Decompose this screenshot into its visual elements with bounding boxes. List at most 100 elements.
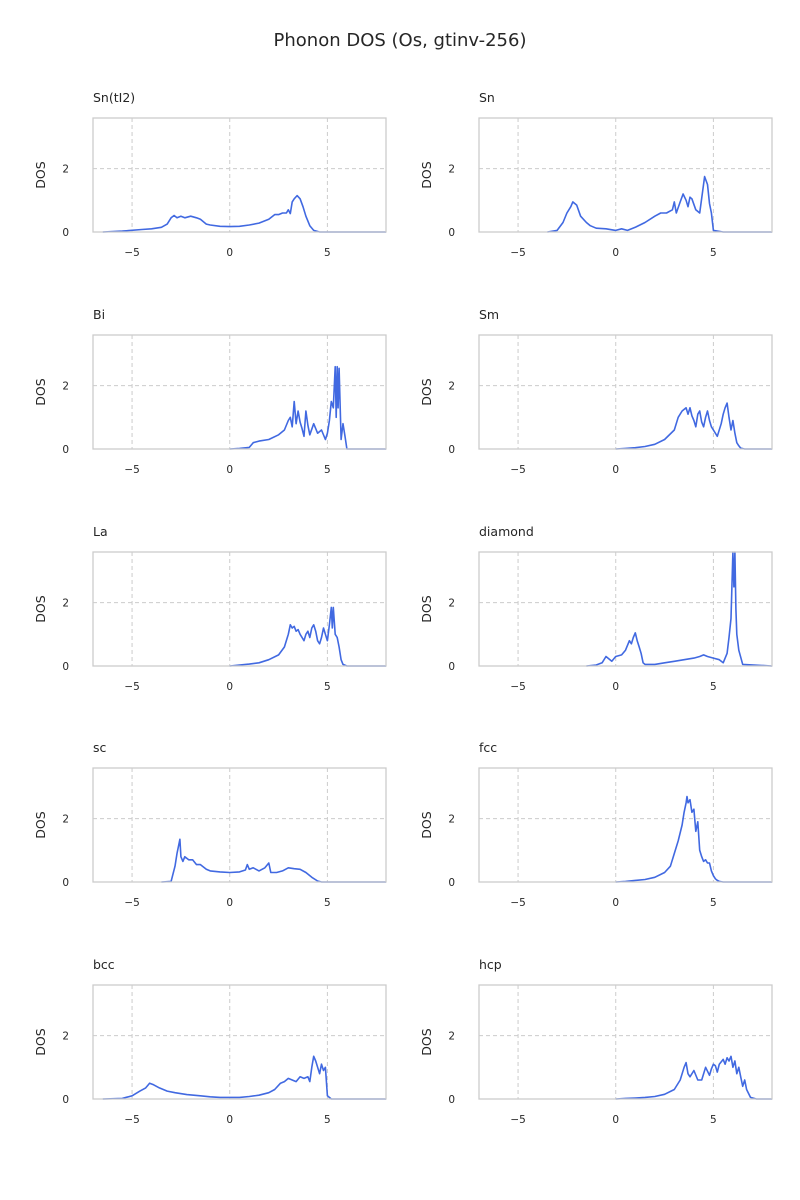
dos-line <box>547 175 772 233</box>
axes-frame <box>92 117 387 233</box>
x-tick-label: 0 <box>612 681 619 693</box>
y-tick-label: 2 <box>448 164 455 176</box>
subplot-title: sc <box>93 740 107 755</box>
y-tick-label: 2 <box>62 164 69 176</box>
y-tick-label: 2 <box>62 1031 69 1043</box>
x-tick-label: 5 <box>710 897 717 909</box>
y-tick-label: 0 <box>448 877 455 889</box>
subplot-9: hcp −5 0 5 0 2 DOS <box>419 957 773 1126</box>
y-axis-label: DOS <box>33 161 48 188</box>
x-tick-label: −5 <box>124 681 139 693</box>
y-axis-label: DOS <box>419 595 434 622</box>
y-axis-label: DOS <box>419 378 434 405</box>
y-axis-label: DOS <box>419 161 434 188</box>
axes-frame <box>92 334 387 450</box>
axes-frame <box>478 984 773 1100</box>
y-tick-label: 0 <box>62 227 69 239</box>
subplot-8: bcc −5 0 5 0 2 DOS <box>33 957 387 1126</box>
x-tick-label: −5 <box>124 897 139 909</box>
dos-line <box>615 795 772 883</box>
y-axis-label: DOS <box>33 595 48 622</box>
x-tick-label: −5 <box>510 247 525 259</box>
dos-line <box>615 402 772 450</box>
x-tick-label: 5 <box>710 247 717 259</box>
x-tick-label: 0 <box>612 464 619 476</box>
y-axis-label: DOS <box>33 1028 48 1055</box>
x-tick-label: 5 <box>710 681 717 693</box>
subplot-4: La −5 0 5 0 2 DOS <box>33 524 387 693</box>
axes-frame <box>478 767 773 883</box>
x-tick-label: −5 <box>510 897 525 909</box>
x-tick-label: 0 <box>612 1114 619 1126</box>
y-axis-label: DOS <box>33 811 48 838</box>
subplot-title: bcc <box>93 957 115 972</box>
x-tick-label: 0 <box>226 247 233 259</box>
y-tick-label: 0 <box>448 661 455 673</box>
x-tick-label: 5 <box>324 247 331 259</box>
y-tick-label: 2 <box>448 814 455 826</box>
x-tick-label: −5 <box>124 464 139 476</box>
x-tick-label: −5 <box>510 464 525 476</box>
x-tick-label: 0 <box>226 1114 233 1126</box>
axes-frame <box>478 551 773 667</box>
axes-frame <box>478 117 773 233</box>
y-tick-label: 0 <box>448 227 455 239</box>
y-axis-label: DOS <box>33 378 48 405</box>
x-tick-label: 5 <box>324 897 331 909</box>
y-tick-label: 2 <box>448 1031 455 1043</box>
dos-line <box>229 365 386 450</box>
x-tick-label: 5 <box>324 681 331 693</box>
subplot-3: Sm −5 0 5 0 2 DOS <box>419 307 773 476</box>
subplot-7: fcc −5 0 5 0 2 DOS <box>419 740 773 909</box>
subplot-title: fcc <box>479 740 497 755</box>
subplot-title: Sn(tI2) <box>93 90 135 105</box>
dos-line <box>586 551 773 667</box>
x-tick-label: 5 <box>324 464 331 476</box>
subplot-title: Sm <box>479 307 499 322</box>
y-tick-label: 2 <box>62 814 69 826</box>
x-tick-label: 0 <box>226 681 233 693</box>
y-tick-label: 0 <box>448 1094 455 1106</box>
y-axis-label: DOS <box>419 1028 434 1055</box>
subplot-2: Bi −5 0 5 0 2 DOS <box>33 307 387 476</box>
x-tick-label: 0 <box>612 897 619 909</box>
y-tick-label: 2 <box>448 381 455 393</box>
x-tick-label: 5 <box>324 1114 331 1126</box>
subplot-title: diamond <box>479 524 534 539</box>
dos-line <box>229 606 386 667</box>
dos-line <box>102 194 386 233</box>
y-tick-label: 2 <box>62 598 69 610</box>
y-tick-label: 0 <box>62 1094 69 1106</box>
dos-line <box>615 1055 772 1100</box>
x-tick-label: 5 <box>710 464 717 476</box>
subplot-title: Sn <box>479 90 495 105</box>
subplot-0: Sn(tI2) −5 0 5 0 2 DOS <box>33 90 387 259</box>
subplot-1: Sn −5 0 5 0 2 DOS <box>419 90 773 259</box>
dos-line <box>161 838 386 883</box>
y-tick-label: 2 <box>62 381 69 393</box>
axes-frame <box>92 551 387 667</box>
x-tick-label: 0 <box>226 464 233 476</box>
y-tick-label: 2 <box>448 598 455 610</box>
subplot-title: La <box>93 524 108 539</box>
x-tick-label: 0 <box>226 897 233 909</box>
axes-frame <box>92 984 387 1100</box>
y-tick-label: 0 <box>448 444 455 456</box>
subplot-title: Bi <box>93 307 105 322</box>
y-tick-label: 0 <box>62 661 69 673</box>
x-tick-label: −5 <box>124 1114 139 1126</box>
subplot-5: diamond −5 0 5 0 2 DOS <box>419 524 773 693</box>
y-tick-label: 0 <box>62 877 69 889</box>
x-tick-label: −5 <box>510 681 525 693</box>
y-tick-label: 0 <box>62 444 69 456</box>
y-axis-label: DOS <box>419 811 434 838</box>
figure-title: Phonon DOS (Os, gtinv-256) <box>274 30 527 51</box>
x-tick-label: 5 <box>710 1114 717 1126</box>
x-tick-label: 0 <box>612 247 619 259</box>
subplot-title: hcp <box>479 957 502 972</box>
x-tick-label: −5 <box>124 247 139 259</box>
axes-frame <box>92 767 387 883</box>
x-tick-label: −5 <box>510 1114 525 1126</box>
